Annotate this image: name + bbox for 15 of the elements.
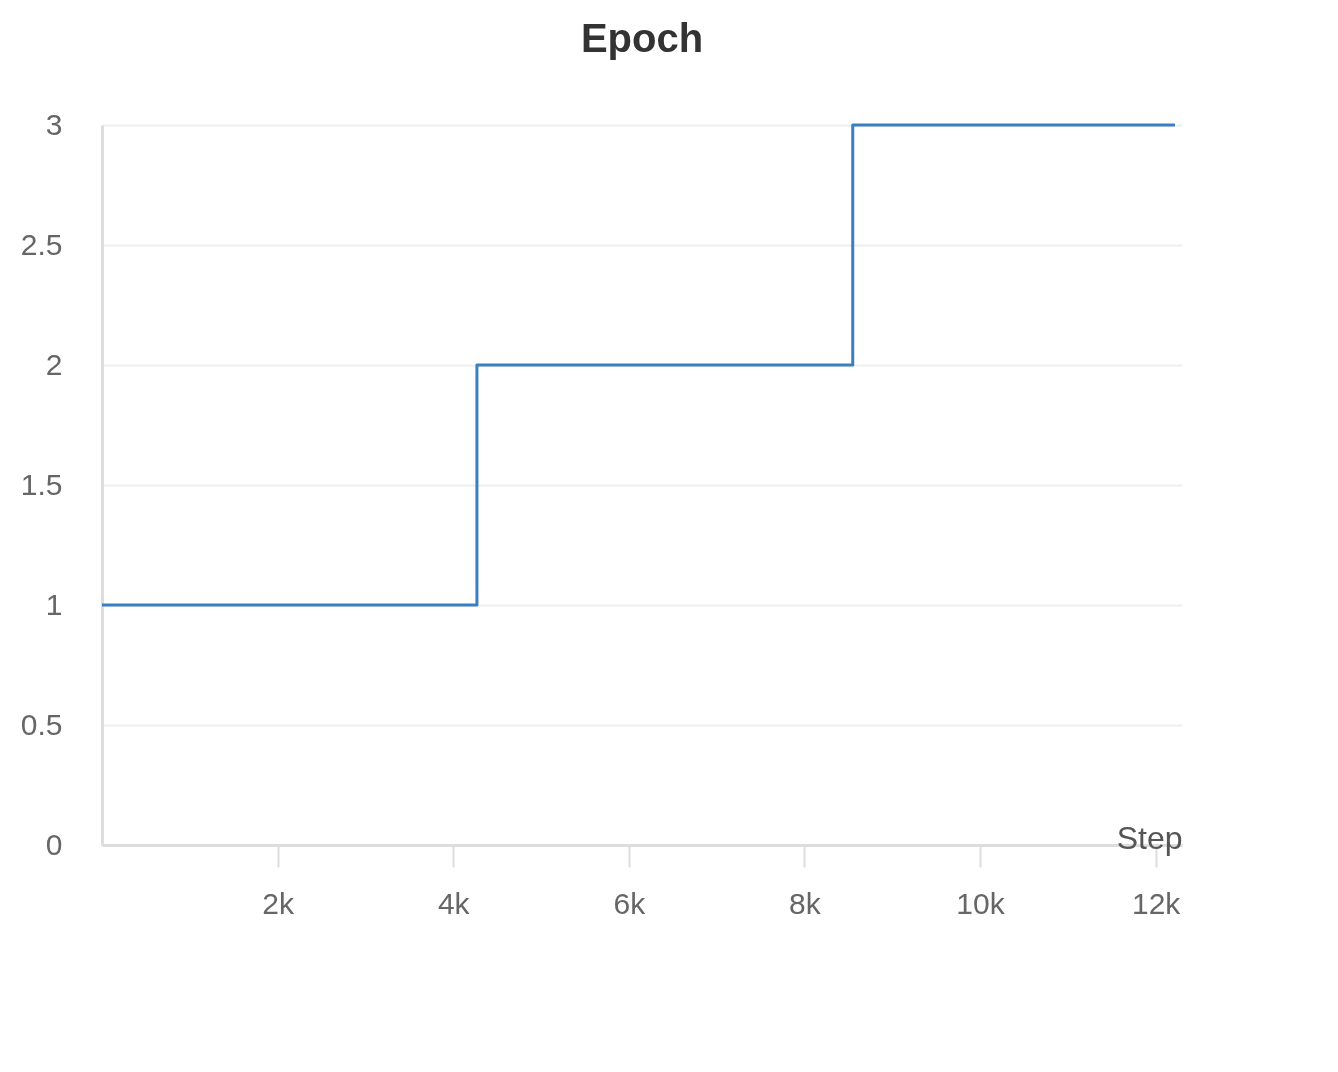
x-tick-label: 2k: [262, 886, 295, 920]
y-tick-label: 1: [45, 587, 63, 621]
chart-title: Epoch: [580, 16, 704, 60]
y-tick-label: 0: [45, 827, 63, 861]
y-tick-label: 2: [45, 347, 63, 381]
x-axis-title: Step: [1116, 819, 1183, 856]
y-tick-label: 0.5: [20, 707, 63, 741]
x-tick-label: 10k: [956, 886, 1006, 920]
x-tick-label: 12k: [1131, 886, 1182, 920]
x-tick-label: 6k: [613, 886, 647, 920]
y-tick-label: 1.5: [20, 467, 63, 501]
x-tick-label: 4k: [437, 886, 471, 920]
y-tick-label: 3: [45, 107, 63, 141]
x-tick-label: 8k: [789, 886, 822, 920]
y-tick-label: 2.5: [20, 227, 63, 261]
